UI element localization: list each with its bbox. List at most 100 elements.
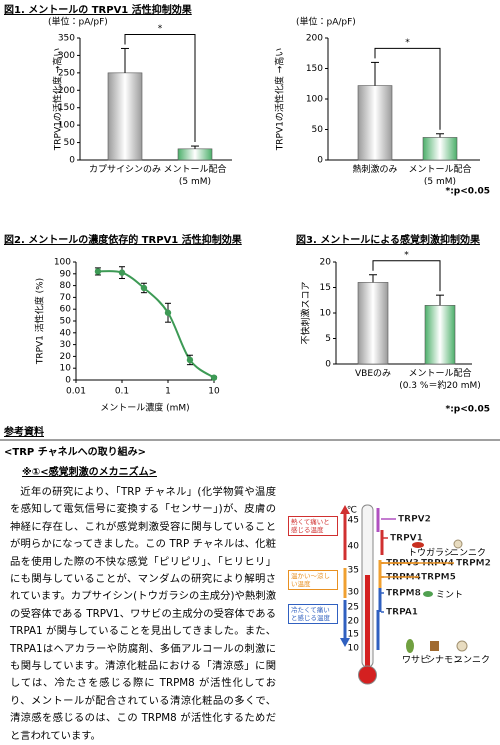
y-tick-label: 100 bbox=[54, 258, 71, 268]
y-axis-label: 不快刺激スコア bbox=[300, 281, 312, 344]
document: {"chart_data": [ {"type": "bar", "title"… bbox=[0, 3, 500, 742]
data-point bbox=[164, 309, 172, 316]
temperature-label: 40 bbox=[348, 542, 360, 552]
y-tick-label: 20 bbox=[320, 258, 332, 268]
y-axis-label: TRPV1の活性化度 →高い bbox=[52, 48, 64, 151]
y-tick-label: 20 bbox=[60, 352, 72, 362]
y-tick-label: 0 bbox=[325, 360, 331, 370]
significance-bracket bbox=[372, 260, 441, 292]
error-bar bbox=[371, 61, 379, 86]
bar bbox=[424, 305, 456, 365]
y-tick-label: 40 bbox=[60, 328, 72, 338]
bar bbox=[357, 282, 389, 365]
x-tick-label: VBEのみ bbox=[354, 369, 392, 379]
unit-label: (単位：pA/pF) bbox=[48, 16, 108, 28]
source-label: ニンニク bbox=[454, 655, 490, 666]
figure-title: 図3. メントールによる感覚刺激抑制効果 bbox=[296, 233, 481, 246]
section-title: ※①<感覚刺激のメカニズム> bbox=[22, 465, 157, 478]
y-tick-label: 30 bbox=[60, 340, 72, 350]
y-tick-label: 200 bbox=[306, 34, 323, 44]
page: Menthol TRPV1 body { margin: 0; width: 5… bbox=[0, 3, 500, 742]
error-bar bbox=[369, 274, 377, 283]
significance-mark: * bbox=[158, 24, 163, 34]
y-tick-label: 10 bbox=[320, 309, 332, 319]
source-label: シナモン bbox=[426, 655, 462, 666]
channel-label: TRPV1 bbox=[390, 534, 423, 544]
y-tick-label: 100 bbox=[58, 121, 75, 131]
x-tick-label: メントール配合 (0.3 %＝約20 mM) bbox=[399, 369, 481, 391]
figure-title: 図2. メントールの濃度依存的 TRPV1 活性抑制効果 bbox=[4, 233, 243, 246]
significance-note: *:p<0.05 bbox=[446, 405, 491, 415]
temperature-label: 30 bbox=[348, 588, 360, 598]
temperature-label: 45 bbox=[348, 516, 359, 526]
x-tick-label: 1 bbox=[165, 387, 171, 397]
unit-label: (単位：pA/pF) bbox=[296, 16, 356, 28]
y-tick-label: 50 bbox=[312, 125, 324, 135]
bar bbox=[177, 148, 213, 161]
y-axis-label: TRPV1 活性化度 (%) bbox=[34, 278, 46, 365]
zone-label: 冷たくて痛いと感じる温度 bbox=[288, 604, 338, 624]
significance-bracket bbox=[374, 47, 441, 130]
y-tick-label: 70 bbox=[60, 293, 72, 303]
source-label: ワサビ bbox=[402, 655, 429, 666]
x-tick-label: 0.1 bbox=[115, 387, 129, 397]
temperature-label: 20 bbox=[348, 617, 360, 627]
channel-label: TRPM8 bbox=[386, 589, 421, 599]
y-tick-label: 0 bbox=[69, 156, 75, 166]
bar bbox=[107, 72, 143, 161]
x-tick-label: カプサイシンのみ bbox=[88, 165, 161, 175]
channel-label: TRPA1 bbox=[386, 608, 418, 618]
error-bar bbox=[191, 145, 199, 149]
bar bbox=[357, 85, 393, 161]
y-tick-label: 200 bbox=[58, 86, 75, 96]
figure-title: 図1. メントールの TRPV1 活性抑制効果 bbox=[4, 3, 193, 16]
source-label: ニンニク bbox=[450, 548, 486, 559]
y-tick-label: 15 bbox=[320, 283, 331, 293]
y-tick-label: 300 bbox=[58, 51, 75, 61]
x-tick-label: 0.01 bbox=[66, 387, 86, 397]
x-tick-label: メントール配合 (5 mM) bbox=[163, 165, 227, 187]
y-tick-label: 10 bbox=[60, 364, 72, 374]
significance-mark: * bbox=[405, 38, 410, 48]
y-tick-label: 250 bbox=[58, 68, 75, 78]
source-label: トウガラシ bbox=[408, 548, 453, 559]
subheading: <TRP チャネルへの取り組み> bbox=[4, 445, 146, 458]
y-tick-label: 0 bbox=[317, 156, 323, 166]
temperature-label: 35 bbox=[348, 566, 359, 576]
fit-curve bbox=[97, 270, 215, 379]
temperature-label: 10 bbox=[348, 644, 360, 654]
error-bar bbox=[436, 294, 444, 306]
y-tick-label: 50 bbox=[60, 317, 72, 327]
x-axis-label: メントール濃度 (mM) bbox=[100, 402, 189, 414]
y-tick-label: 90 bbox=[60, 269, 72, 279]
data-point bbox=[94, 268, 102, 275]
y-tick-label: 350 bbox=[58, 34, 75, 44]
source-label: ミント bbox=[436, 591, 463, 601]
section-heading: 参考資料 bbox=[3, 425, 44, 438]
temperature-label: 25 bbox=[348, 603, 359, 613]
zone-label: 温かい〜涼しい温度 bbox=[288, 570, 338, 590]
thermometer bbox=[340, 504, 468, 685]
bar bbox=[422, 137, 458, 161]
temperature-label: 15 bbox=[348, 630, 359, 640]
channel-label: TRPM5 bbox=[421, 573, 456, 583]
y-tick-label: 100 bbox=[306, 95, 323, 105]
x-tick-label: 熱刺激のみ bbox=[352, 165, 398, 175]
zone-label: 熱くて痛いと感じる温度 bbox=[288, 516, 338, 536]
y-tick-label: 0 bbox=[65, 376, 71, 386]
temperature-unit: ℃ bbox=[347, 506, 357, 516]
y-tick-label: 50 bbox=[64, 138, 76, 148]
error-bar bbox=[436, 133, 444, 138]
y-tick-label: 5 bbox=[325, 334, 331, 344]
y-tick-label: 60 bbox=[60, 305, 72, 315]
significance-mark: * bbox=[404, 250, 409, 260]
y-tick-label: 150 bbox=[58, 103, 75, 113]
significance-note: *:p<0.05 bbox=[446, 187, 491, 197]
y-axis-label: TRPV1の活性化度 →高い bbox=[274, 48, 286, 151]
data-point bbox=[118, 269, 126, 276]
data-point bbox=[186, 356, 194, 364]
x-tick-label: 10 bbox=[208, 387, 220, 397]
data-point bbox=[210, 374, 218, 381]
error-bar bbox=[121, 47, 129, 73]
paragraph: 近年の研究により、「TRP チャネル」(化学物質や温度を感知して電気信号に変換す… bbox=[10, 486, 276, 742]
